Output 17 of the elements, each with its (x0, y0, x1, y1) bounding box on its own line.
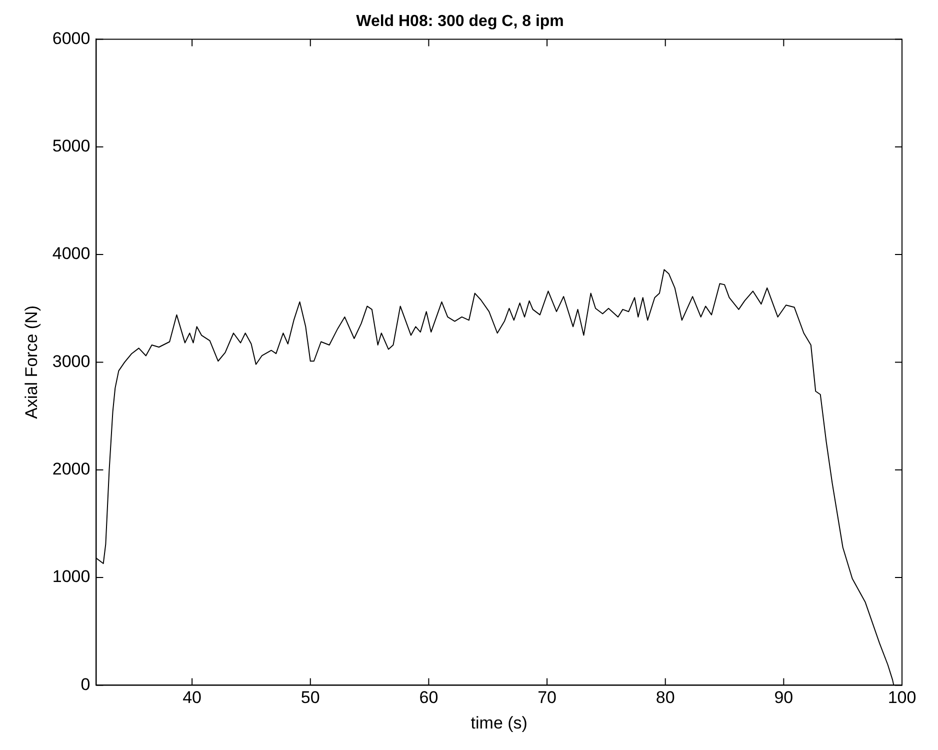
y-tick-label: 1000 (52, 567, 90, 586)
y-tick-label: 3000 (52, 352, 90, 371)
x-tick-label: 70 (538, 688, 556, 708)
x-tick-label: 100 (888, 688, 916, 708)
y-axis-title: Axial Force (N) (22, 306, 41, 419)
x-tick-label: 50 (300, 688, 320, 708)
y-tick-label: 2000 (52, 460, 90, 479)
x-axis-title: time (s) (470, 713, 528, 732)
x-tick-label: 80 (656, 688, 675, 708)
y-tick-label: 6000 (52, 28, 90, 48)
y-tick-label: 4000 (52, 244, 90, 264)
y-tick-label: 5000 (52, 136, 90, 156)
x-tick-label: 90 (774, 688, 794, 708)
x-tick-label: 40 (182, 688, 202, 708)
y-tick-label: 0 (80, 674, 90, 694)
x-tick-label: 60 (419, 688, 438, 708)
chart-title: Weld H08: 300 deg C, 8 ipm (356, 13, 564, 30)
